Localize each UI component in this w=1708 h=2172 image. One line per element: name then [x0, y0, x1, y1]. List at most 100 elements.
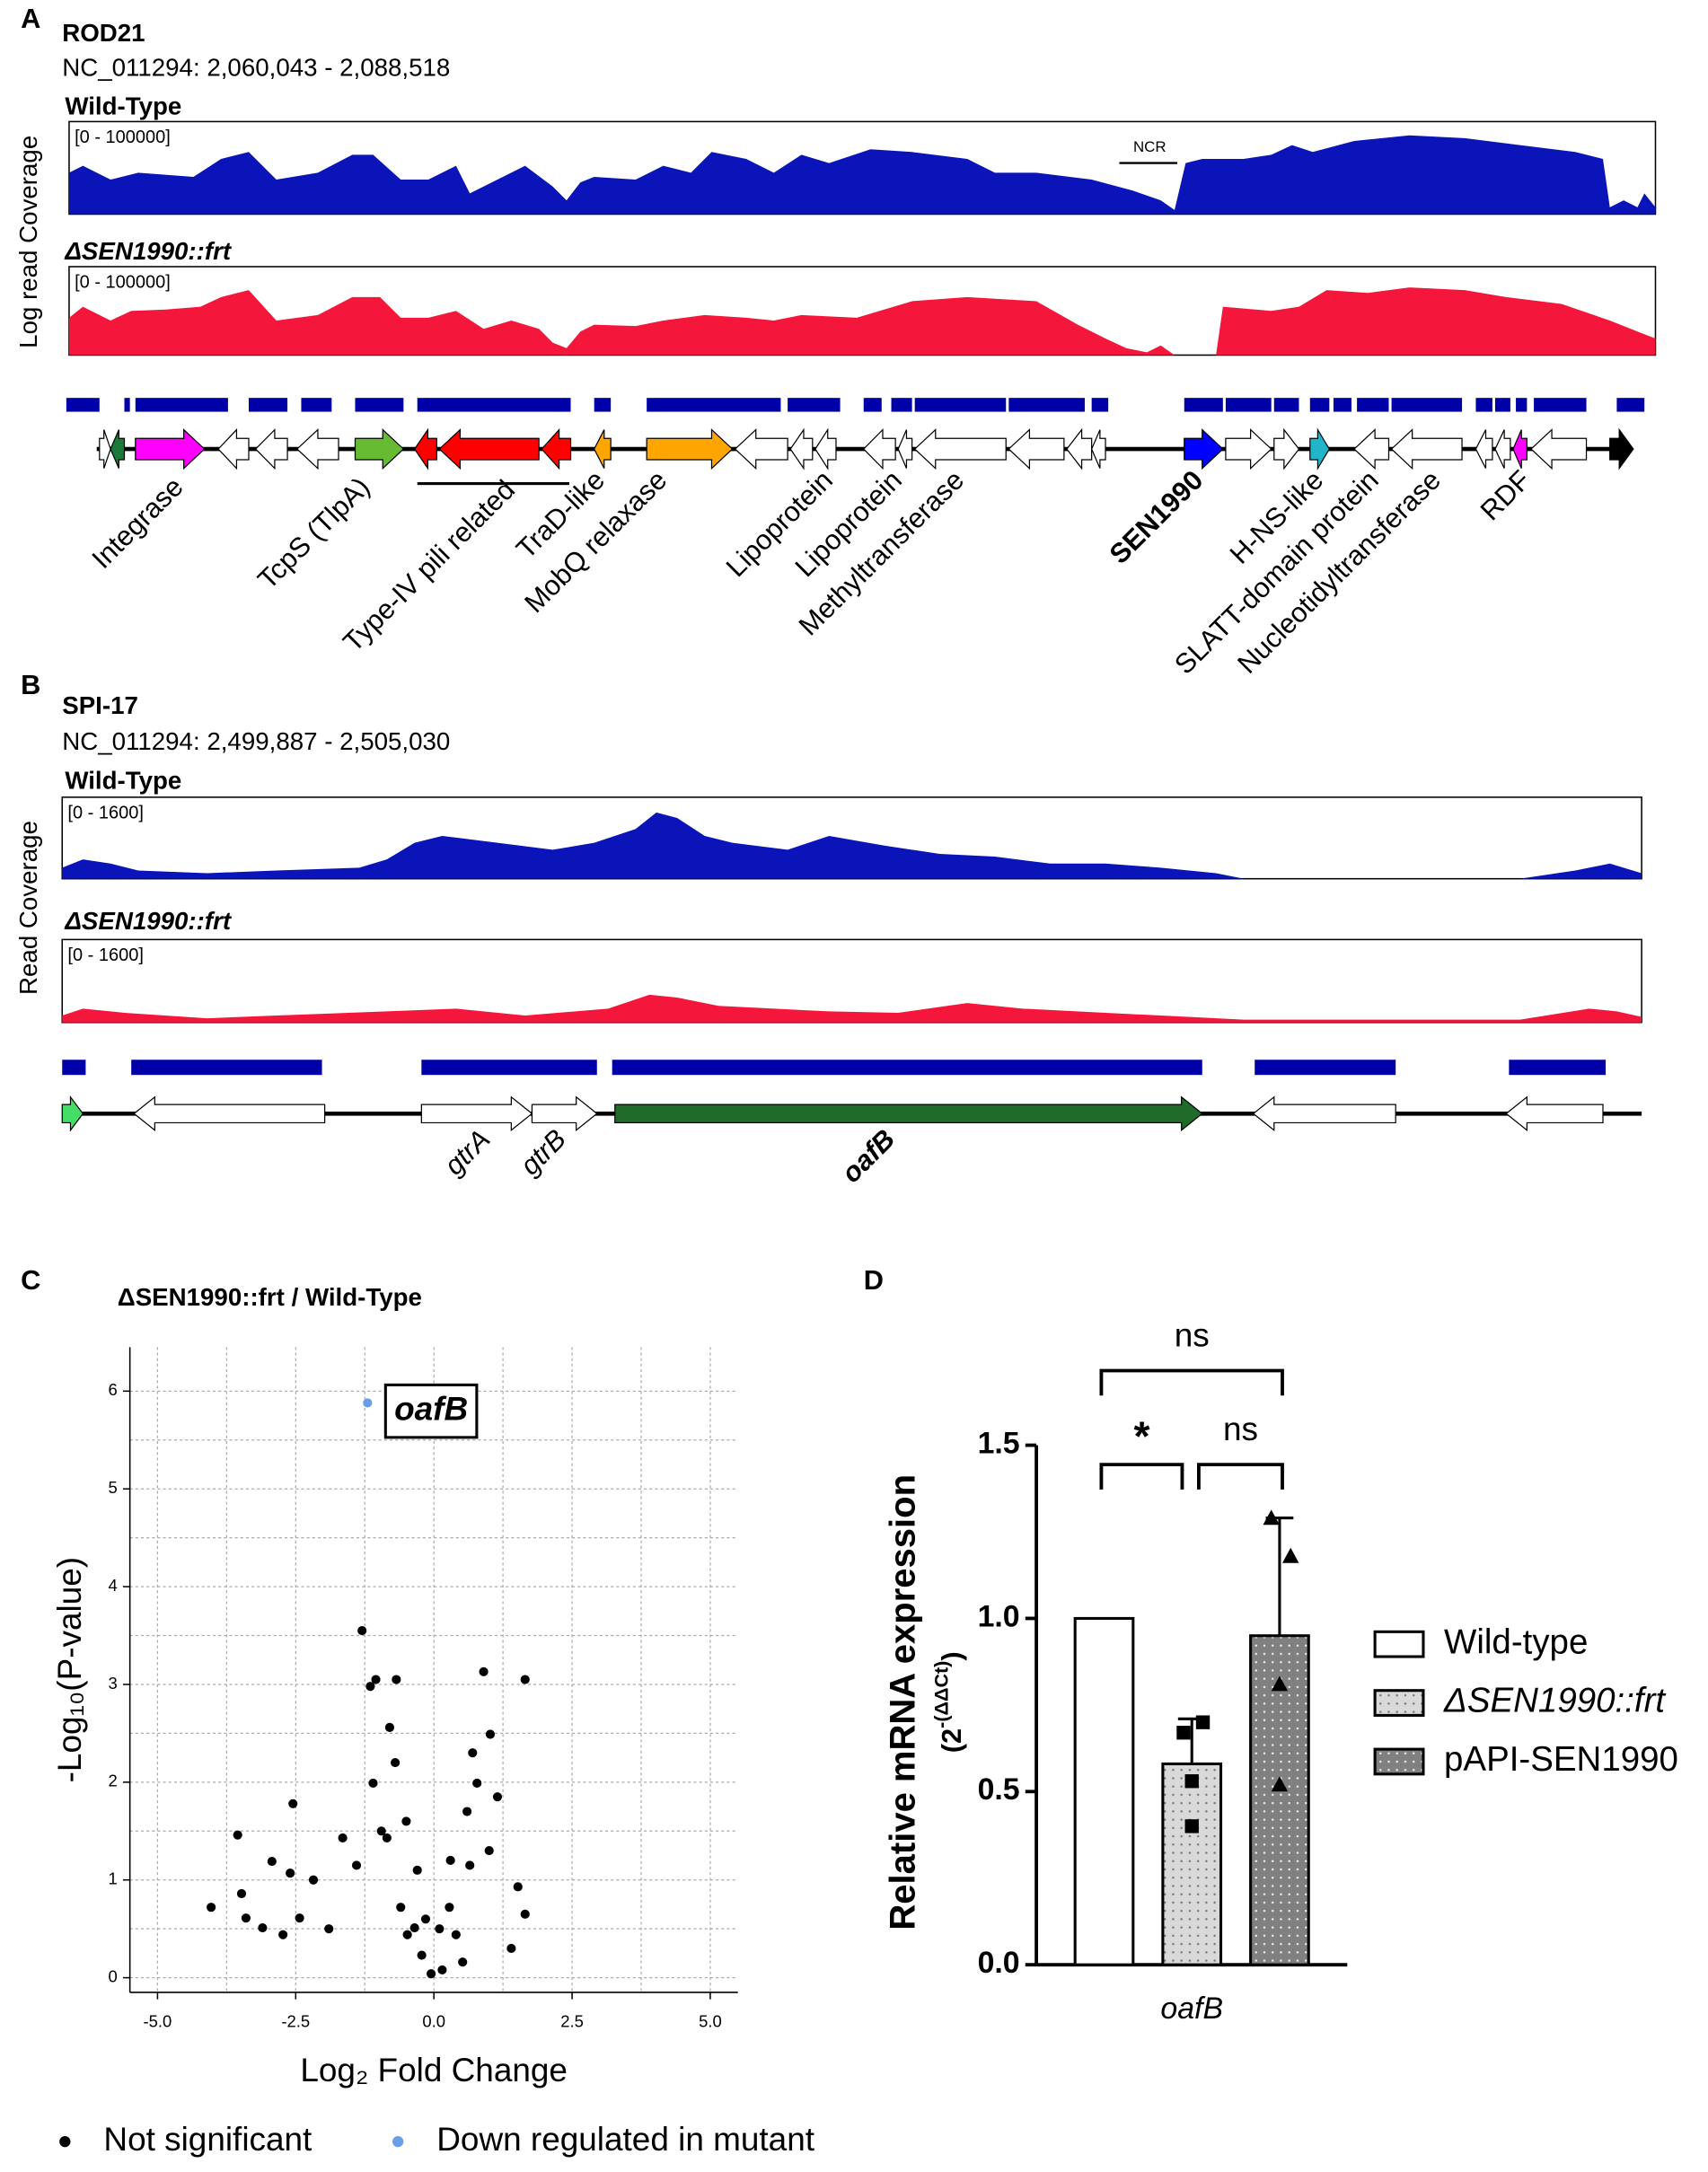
point	[484, 1845, 494, 1856]
point	[236, 1888, 247, 1899]
gene-arrow	[1309, 427, 1331, 470]
point	[233, 1830, 242, 1840]
legend-label: pAPI-SEN1990	[1444, 1740, 1678, 1779]
point	[384, 1722, 395, 1732]
annotation-bar	[421, 1060, 597, 1076]
point	[392, 1675, 401, 1684]
point	[267, 1856, 277, 1867]
track-range: [0 - 1600]	[67, 804, 144, 823]
annotation: oafB	[394, 1390, 468, 1427]
gene-label: TcpS (TlpA)	[251, 471, 375, 595]
point	[363, 1398, 373, 1408]
point	[401, 1816, 411, 1826]
locus: NC_011294: 2,060,043 - 2,088,518	[62, 53, 450, 81]
annotation-bar	[62, 1060, 86, 1076]
significance-label: *	[1133, 1413, 1149, 1460]
annotation-bar	[124, 398, 130, 412]
gene-arrow	[1225, 428, 1272, 470]
y-tick-label: 0.5	[978, 1772, 1020, 1807]
legend-label: Wild-type	[1444, 1622, 1588, 1661]
coverage-area	[68, 135, 1656, 215]
gene-label: RDF	[1475, 464, 1536, 526]
annotation-bar	[1255, 1060, 1396, 1076]
y-tick-label: 2	[109, 1772, 118, 1790]
point	[458, 1957, 468, 1967]
annotation-bar	[788, 398, 841, 412]
point	[286, 1869, 295, 1878]
point	[295, 1913, 304, 1923]
annotation-bar	[1357, 398, 1389, 412]
gene-arrow	[110, 429, 126, 469]
significance-bracket	[1099, 1368, 1284, 1396]
annotation-bar	[1616, 398, 1645, 412]
gene-arrow	[135, 428, 206, 470]
annotation-bar	[1494, 398, 1510, 412]
y-tick-label: 0.0	[978, 1946, 1020, 1980]
track-range: [0 - 100000]	[75, 128, 171, 147]
gene-arrow	[734, 428, 788, 470]
point	[371, 1675, 381, 1684]
point	[506, 1943, 516, 1954]
point	[241, 1913, 251, 1923]
y-tick-label: 3	[109, 1674, 118, 1693]
gene-arrow	[99, 429, 111, 469]
point	[520, 1675, 530, 1684]
gene-arrow	[862, 428, 896, 470]
gene-arrow	[1609, 427, 1634, 470]
gene-arrow	[438, 428, 540, 470]
gene-arrow	[133, 1095, 326, 1132]
significance-label: ns	[1223, 1411, 1258, 1447]
gene-arrow	[217, 428, 250, 470]
point	[427, 1969, 436, 1979]
x-tick-label: 2.5	[560, 2012, 584, 2031]
point	[435, 1924, 445, 1934]
annotation-bar	[1091, 398, 1109, 412]
point	[365, 1682, 375, 1692]
bar	[1073, 1616, 1135, 1966]
track-name: Wild-Type	[65, 766, 181, 794]
significance-bracket	[1099, 1463, 1184, 1490]
panel-letter: D	[864, 1264, 884, 1296]
gene-arrow	[61, 1095, 84, 1132]
annotation-bar	[863, 398, 882, 412]
annotation-bar	[301, 398, 332, 412]
annotation-bar	[355, 398, 404, 412]
data-point	[1271, 1675, 1289, 1692]
track-name: Wild-Type	[65, 92, 181, 119]
gene-arrow	[1494, 429, 1511, 469]
x-tick-label: 0.0	[422, 2012, 445, 2031]
locus: NC_011294: 2,499,887 - 2,505,030	[62, 727, 450, 755]
gene-arrow	[1530, 428, 1588, 470]
y-axis-unit: (2-(ΔΔCt))	[930, 1651, 967, 1753]
gene-arrow	[420, 1095, 533, 1132]
gene-arrow	[531, 1095, 598, 1132]
gene-arrow	[413, 427, 437, 470]
legend-label: ΔSEN1990::frt	[1443, 1682, 1667, 1720]
x-tick-label: -2.5	[281, 2012, 310, 2031]
annotation-bar	[1225, 398, 1272, 412]
point	[437, 1965, 447, 1974]
x-tick-label: oafB	[1160, 1992, 1223, 2026]
gene-arrow	[1390, 428, 1463, 470]
unit-part: -(ΔΔCt)	[930, 1661, 952, 1728]
point	[472, 1778, 482, 1789]
bar	[1161, 1762, 1223, 1966]
gene-arrow	[1273, 427, 1300, 470]
gene-arrow	[897, 429, 913, 469]
legend-swatch	[59, 2135, 71, 2148]
panel-letter: B	[21, 669, 40, 700]
significance-label: ns	[1175, 1316, 1210, 1353]
point	[465, 1860, 475, 1870]
data-point	[1263, 1509, 1280, 1526]
annotation-bar	[594, 398, 612, 412]
point	[451, 1930, 461, 1939]
region-label: NCR	[1133, 138, 1167, 155]
point	[338, 1833, 348, 1842]
gene-arrow	[789, 427, 814, 470]
y-tick-label: 1.5	[978, 1427, 1020, 1461]
annotation-bar	[66, 398, 100, 412]
y-tick-label: 4	[109, 1576, 118, 1595]
annotation-bar	[647, 398, 781, 412]
gene-arrow	[1475, 429, 1493, 469]
